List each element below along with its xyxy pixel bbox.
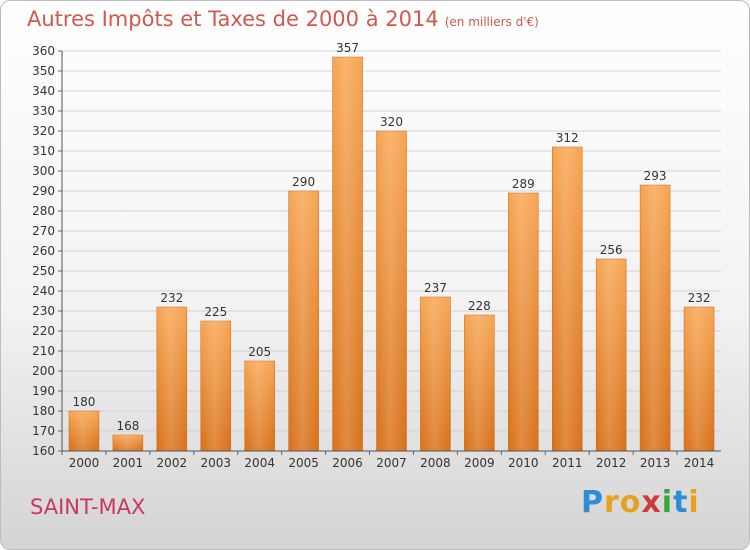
bars	[68, 56, 715, 452]
value-label: 205	[248, 345, 271, 359]
bar-shine	[464, 315, 495, 451]
logo-letter: i	[688, 485, 700, 520]
bar-shine	[288, 191, 319, 451]
y-tick-label: 310	[32, 144, 55, 158]
logo-letter: i	[661, 485, 674, 520]
value-label: 232	[688, 291, 711, 305]
x-tick-label: 2006	[332, 456, 363, 470]
y-tick-label: 160	[32, 444, 55, 458]
logo-letter: x	[641, 485, 662, 520]
bar-shine	[244, 361, 275, 451]
logo-letter: P	[581, 485, 604, 520]
x-tick-label: 2012	[596, 456, 627, 470]
x-tick-label: 2010	[508, 456, 539, 470]
x-tick-label: 2009	[464, 456, 495, 470]
value-label: 312	[556, 131, 579, 145]
y-tick-label: 350	[32, 64, 55, 78]
bar-shine	[112, 435, 143, 451]
value-label: 256	[600, 243, 623, 257]
x-tick-label: 2000	[69, 456, 100, 470]
x-tick-label: 2014	[684, 456, 715, 470]
x-tick-label: 2011	[552, 456, 583, 470]
value-label: 237	[424, 281, 447, 295]
x-tick-label: 2007	[376, 456, 407, 470]
logo-letter: r	[604, 485, 620, 520]
y-tick-label: 270	[32, 224, 55, 238]
y-tick-label: 260	[32, 244, 55, 258]
y-tick-label: 190	[32, 384, 55, 398]
value-label: 289	[512, 177, 535, 191]
y-tick-label: 220	[32, 324, 55, 338]
bar-shine	[376, 131, 407, 451]
y-tick-label: 180	[32, 404, 55, 418]
x-tick-label: 2002	[157, 456, 188, 470]
value-label: 320	[380, 115, 403, 129]
value-label: 180	[73, 395, 96, 409]
bar-shine	[508, 193, 539, 451]
y-tick-label: 210	[32, 344, 55, 358]
bar-shine	[684, 307, 715, 451]
y-tick-label: 340	[32, 84, 55, 98]
y-tick-label: 280	[32, 204, 55, 218]
bar-shine	[596, 259, 627, 451]
y-tick-label: 290	[32, 184, 55, 198]
bar-shine	[552, 147, 583, 451]
value-label: 232	[160, 291, 183, 305]
bar-shine	[332, 57, 363, 451]
y-tick-label: 200	[32, 364, 55, 378]
y-tick-label: 330	[32, 104, 55, 118]
bar-shine	[200, 321, 231, 451]
x-tick-label: 2005	[288, 456, 319, 470]
y-tick-label: 250	[32, 264, 55, 278]
y-tick-label: 360	[32, 44, 55, 58]
x-tick-label: 2008	[420, 456, 451, 470]
y-tick-label: 170	[32, 424, 55, 438]
y-tick-label: 300	[32, 164, 55, 178]
y-tick-label: 320	[32, 124, 55, 138]
logo-letter: t	[673, 485, 689, 520]
value-label: 228	[468, 299, 491, 313]
bar-shine	[420, 297, 451, 451]
value-label: 225	[204, 305, 227, 319]
bar-shine	[640, 185, 671, 451]
value-label: 357	[336, 41, 359, 55]
proxiti-logo: Proxiti	[581, 485, 700, 520]
x-tick-label: 2001	[113, 456, 144, 470]
city-name: SAINT-MAX	[30, 495, 146, 519]
x-tick-label: 2003	[200, 456, 231, 470]
value-label: 168	[116, 419, 139, 433]
y-axis-ticks: 160 170 180 190 200 210 220 230 240 250 260 270 280 2…	[32, 44, 62, 458]
bar-shine	[68, 411, 99, 451]
value-label: 290	[292, 175, 315, 189]
value-label: 293	[644, 169, 667, 183]
chart-title: Autres Impôts et Taxes de 2000 à 2014 (en…	[27, 7, 539, 31]
y-tick-label: 230	[32, 304, 55, 318]
logo-letter: o	[619, 485, 642, 520]
x-axis-ticks: 2000 2001 2002 2003 2004 2005 2006 2007 2008 2009…	[61, 451, 715, 470]
chart-title-unit: (en milliers d'€)	[444, 15, 539, 29]
bar-shine	[156, 307, 187, 451]
x-tick-label: 2013	[640, 456, 671, 470]
chart-title-main: Autres Impôts et Taxes de 2000 à 2014	[27, 7, 439, 31]
value-labels: 180 168 232 225 205 290 357 320 237 228 289 312 256 2…	[73, 41, 711, 433]
y-tick-label: 240	[32, 284, 55, 298]
x-tick-label: 2004	[244, 456, 275, 470]
